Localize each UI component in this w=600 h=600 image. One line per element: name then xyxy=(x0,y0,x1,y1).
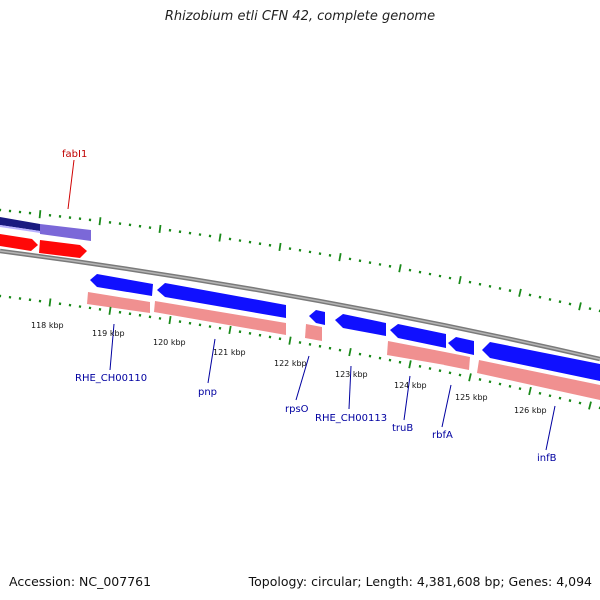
backbone-highlight xyxy=(0,250,600,360)
major-tick xyxy=(338,253,342,262)
minor-tick xyxy=(528,293,532,297)
minor-tick xyxy=(428,367,432,370)
minor-tick xyxy=(438,369,442,373)
major-tick xyxy=(218,233,222,242)
gene-arrow-left-reverse xyxy=(0,234,38,251)
cds-bar-RHE_CH00110 xyxy=(87,292,150,313)
tick-label: 125 kbp xyxy=(455,393,488,402)
gene-label-rpsO: rpsO xyxy=(285,404,309,415)
gene-arrow-infB xyxy=(482,342,600,381)
tick-label: 122 kbp xyxy=(274,359,307,368)
major-tick xyxy=(578,302,582,311)
cds-bar-pnp xyxy=(154,301,286,335)
gene-label-fabI1: fabI1 xyxy=(62,149,87,160)
leader-pnp xyxy=(207,338,216,384)
major-tick xyxy=(228,325,232,335)
leader-truB xyxy=(403,375,411,421)
minor-tick xyxy=(548,298,552,301)
gene-label-RHE_CH00110: RHE_CH00110 xyxy=(75,373,147,384)
minor-tick xyxy=(568,399,572,403)
gene-arrow-pnp xyxy=(157,283,286,318)
gene-labels: fabI1 RHE_CH00110 pnp rpsO RHE_CH00113 t… xyxy=(62,149,557,464)
major-tick xyxy=(158,224,162,234)
major-tick xyxy=(348,348,352,357)
major-tick xyxy=(398,264,402,273)
cds-bar-fabI1 xyxy=(0,225,40,233)
tick-labels: 118 kbp 119 kbp 120 kbp 121 kbp 122 kbp … xyxy=(31,321,547,415)
tick-label: 120 kbp xyxy=(153,338,186,347)
cds-bar-truB xyxy=(387,341,445,365)
major-tick xyxy=(98,217,102,226)
gene-arrow-rpsO xyxy=(309,310,325,325)
tick-label: 118 kbp xyxy=(31,321,64,330)
minor-tick xyxy=(558,396,562,400)
label-leader-lines xyxy=(67,159,556,451)
leader-infB xyxy=(545,405,556,451)
major-tick xyxy=(288,336,292,345)
minor-tick xyxy=(508,289,512,293)
minor-tick xyxy=(498,382,502,386)
major-tick xyxy=(408,360,412,369)
major-tick xyxy=(468,373,472,382)
major-tick xyxy=(168,315,172,325)
gene-label-rbfA: rbfA xyxy=(432,430,453,441)
gene-label-truB: truB xyxy=(392,423,413,434)
dark-cds-bar xyxy=(0,217,40,231)
leader-RHE_CH00110 xyxy=(109,323,115,371)
gene-arrow-RHE_CH00110 xyxy=(90,274,153,296)
minor-tick xyxy=(538,295,542,299)
tick-label: 119 kbp xyxy=(92,329,125,338)
minor-tick xyxy=(488,380,492,384)
minor-tick xyxy=(548,394,552,398)
minor-tick xyxy=(588,307,592,311)
outer-tick-ring xyxy=(0,208,600,313)
cds-bar-infB xyxy=(477,360,600,400)
leader-fabI1 xyxy=(67,159,75,210)
gene-arrow-truB xyxy=(390,324,446,348)
gene-label-pnp: pnp xyxy=(198,387,217,398)
map-title: Rhizobium etli CFN 42, complete genome xyxy=(164,9,436,24)
major-tick xyxy=(528,386,532,396)
tick-label: 121 kbp xyxy=(213,348,246,357)
minor-tick xyxy=(458,373,462,377)
minor-tick xyxy=(558,300,562,304)
major-tick xyxy=(38,210,42,219)
gene-arrow-fabI1 xyxy=(39,240,87,258)
gene-arrow-RHE_CH00113 xyxy=(335,314,386,336)
tick-label: 126 kbp xyxy=(514,406,547,415)
tick-label: 123 kbp xyxy=(335,370,368,379)
tick-label: 124 kbp xyxy=(394,381,427,390)
minor-tick xyxy=(498,287,502,290)
gene-label-RHE_CH00113: RHE_CH00113 xyxy=(315,413,387,424)
leader-rbfA xyxy=(441,384,452,428)
major-tick xyxy=(278,242,282,252)
gene-arrow-rbfA xyxy=(448,337,474,355)
major-tick xyxy=(48,298,52,307)
minor-tick xyxy=(538,391,542,395)
major-tick xyxy=(588,401,592,410)
leader-RHE_CH00113 xyxy=(348,365,352,410)
major-tick xyxy=(458,276,462,285)
genome-summary-text: Topology: circular; Length: 4,381,608 bp… xyxy=(248,574,592,589)
cds-bar-rpsO xyxy=(305,324,322,341)
minor-tick xyxy=(478,378,482,381)
cds-bar-rbfA xyxy=(444,352,470,370)
gene-label-infB: infB xyxy=(537,453,557,464)
accession-text: Accession: NC_007761 xyxy=(9,574,152,589)
major-tick xyxy=(518,288,522,297)
cds-bar-fabI1-lower xyxy=(40,224,91,241)
minor-tick xyxy=(508,384,512,388)
leader-rpsO xyxy=(295,355,310,401)
minor-tick xyxy=(448,371,452,375)
major-tick xyxy=(108,306,112,315)
minor-tick xyxy=(578,401,582,405)
minor-tick xyxy=(518,387,522,391)
minor-tick xyxy=(568,302,572,306)
